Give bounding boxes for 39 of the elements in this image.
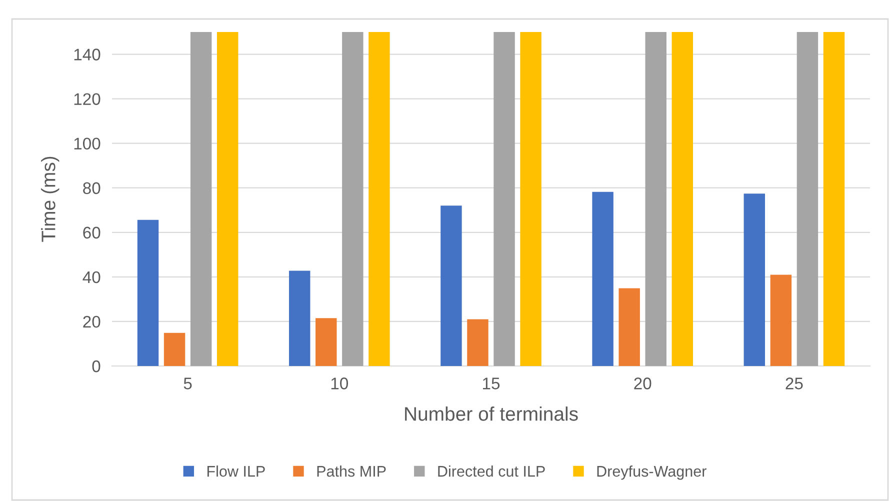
y-tick-label: 140	[74, 48, 100, 60]
y-tick-label: 120	[74, 93, 100, 106]
x-tick-label: 15	[483, 378, 500, 390]
bar	[770, 274, 792, 366]
y-tick-label: 40	[82, 271, 100, 284]
bar	[744, 194, 766, 366]
bar	[164, 332, 186, 366]
x-axis-title: Number of terminals	[405, 406, 578, 421]
legend-label: Dreyfus-Wagner	[597, 466, 706, 480]
y-tick-label: 80	[83, 182, 100, 194]
x-tick-label: 25	[786, 378, 803, 390]
y-tick-label: 60	[83, 226, 100, 239]
bar	[618, 288, 640, 366]
bar	[645, 32, 666, 366]
x-tick-label: 10	[331, 378, 348, 390]
bar	[288, 270, 310, 366]
y-tick-label: 100	[74, 138, 100, 150]
bar	[592, 192, 614, 366]
legend-label: Paths MIP	[317, 465, 386, 477]
legend-label: Directed cut ILP	[438, 465, 545, 477]
bar	[467, 319, 488, 366]
y-tick-label: 20	[83, 316, 100, 328]
bar	[342, 32, 364, 366]
bar	[672, 32, 694, 366]
y-axis-title: Time (ms)	[41, 156, 60, 242]
bar	[796, 32, 818, 366]
bar	[216, 32, 238, 366]
bar	[368, 32, 390, 366]
legend-label: Flow ILP	[207, 465, 265, 477]
bar	[823, 32, 845, 366]
bar	[316, 318, 337, 366]
x-tick-label: 20	[634, 378, 652, 390]
bar	[494, 32, 515, 366]
x-tick-label: 5	[184, 378, 192, 390]
bar	[520, 32, 542, 366]
y-tick-label: 0	[92, 360, 100, 372]
bar	[137, 220, 159, 366]
bar	[190, 32, 212, 366]
bar	[440, 206, 462, 366]
